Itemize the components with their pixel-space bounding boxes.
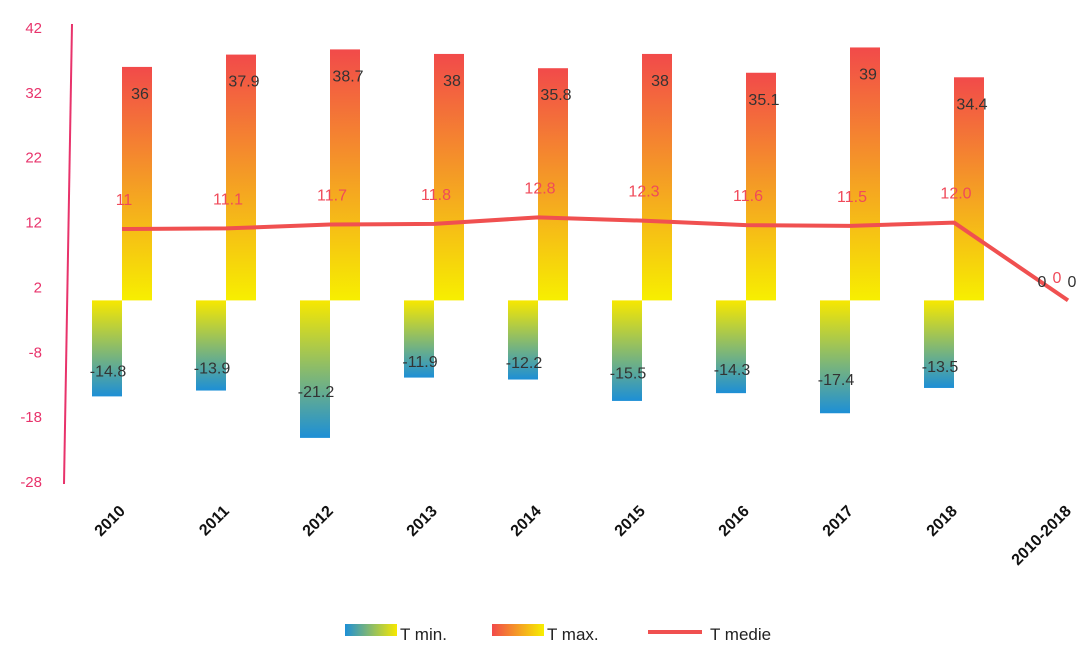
bar-t-min: [612, 300, 642, 401]
data-label-t-max: 38: [443, 73, 461, 90]
y-tick-label: 2: [34, 279, 42, 296]
bar-t-max: [538, 68, 568, 301]
data-label-t-medie: 11.7: [317, 188, 347, 205]
data-label-t-medie: 11.8: [421, 187, 451, 204]
legend-swatch-t-max: [492, 624, 544, 636]
data-label-t-medie: 12.3: [628, 184, 659, 201]
data-label-t-medie: 11.6: [733, 188, 763, 205]
data-label-t-max: 38: [651, 73, 669, 90]
bar-t-min: [820, 300, 850, 414]
data-label-t-min: -13.9: [194, 360, 231, 377]
data-label-t-medie: 0: [1053, 270, 1062, 287]
bar-t-max: [226, 54, 256, 301]
data-label-t-max: 0: [1068, 274, 1077, 291]
y-tick-label: -28: [20, 474, 42, 491]
bar-t-max: [642, 53, 672, 301]
data-label-t-min: -14.8: [90, 363, 127, 380]
y-axis: [63, 23, 73, 485]
x-tick-label: 2018: [924, 503, 961, 540]
data-label-t-medie: 11.1: [213, 191, 243, 208]
bar-t-min: [508, 300, 538, 380]
x-tick-label: 2013: [404, 503, 441, 540]
x-tick-label: 2015: [612, 503, 649, 540]
y-tick-label: -18: [20, 409, 42, 426]
legend: T min. T max. T medie: [345, 624, 771, 644]
bar-t-max: [746, 72, 776, 301]
line-t-medie: [121, 215, 1070, 303]
x-tick-label: 2014: [508, 503, 545, 540]
data-label-t-max: 35.1: [748, 92, 779, 109]
bar-t-max: [434, 53, 464, 301]
data-label-t-min: -17.4: [818, 372, 855, 389]
data-label-t-medie: 11: [116, 192, 133, 209]
bar-t-min: [404, 300, 434, 378]
data-label-t-medie: 12.8: [524, 180, 555, 197]
data-labels: 36 11 -14.8 37.9 11.1 -13.9 38.7 11.7 -21.2 38 11.…: [90, 66, 1077, 401]
bar-t-min: [92, 300, 122, 397]
average-line: [121, 215, 1070, 303]
bar-t-min: [716, 300, 746, 394]
data-label-t-max: 36: [131, 86, 149, 103]
bar-t-max: [122, 66, 152, 301]
x-tick-label: 2012: [300, 503, 337, 540]
data-label-t-min: -13.5: [922, 359, 959, 376]
data-label-t-max: 38.7: [332, 68, 363, 85]
legend-label-t-max: T max.: [547, 625, 599, 644]
data-label-t-min: -21.2: [298, 384, 335, 401]
bar-t-max: [330, 49, 360, 301]
data-label-t-min: -15.5: [610, 366, 647, 383]
data-label-t-medie: 11.5: [837, 189, 867, 206]
x-tick-label: 2017: [820, 503, 857, 540]
y-tick-label: 42: [25, 20, 42, 37]
x-tick-label: 2011: [196, 503, 233, 540]
data-label-t-min: -12.2: [506, 355, 543, 372]
data-label-t-min: 0: [1038, 274, 1047, 291]
data-label-t-min: -11.9: [402, 354, 437, 371]
legend-swatch-t-min: [345, 624, 397, 636]
x-tick-label: 2010-2018: [1009, 503, 1075, 569]
data-label-t-max: 34.4: [956, 96, 987, 113]
y-tick-label: -8: [29, 344, 42, 361]
x-tick-label: 2010: [92, 503, 129, 540]
legend-label-t-medie: T medie: [710, 625, 771, 644]
bar-t-max: [954, 77, 984, 301]
data-label-t-min: -14.3: [714, 362, 751, 379]
bar-t-min: [924, 300, 954, 388]
y-tick-labels: 42 32 22 12 2 -8 -18 -28: [20, 20, 42, 491]
data-label-t-max: 35.8: [540, 87, 571, 104]
data-label-t-max: 37.9: [228, 74, 259, 91]
bar-t-max: [850, 47, 880, 301]
y-tick-label: 32: [25, 85, 42, 102]
y-tick-label: 22: [25, 150, 42, 167]
legend-label-t-min: T min.: [400, 625, 447, 644]
x-tick-labels: 2010 2011 2012 2013 2014 2015 2016 2017 2018 2010…: [92, 503, 1075, 569]
bar-t-min: [300, 300, 330, 438]
bars: [92, 47, 984, 438]
data-label-t-medie: 12.0: [940, 186, 971, 203]
bar-t-min: [196, 300, 226, 391]
data-label-t-max: 39: [859, 66, 877, 83]
x-tick-label: 2016: [716, 503, 753, 540]
y-tick-label: 12: [25, 215, 42, 232]
